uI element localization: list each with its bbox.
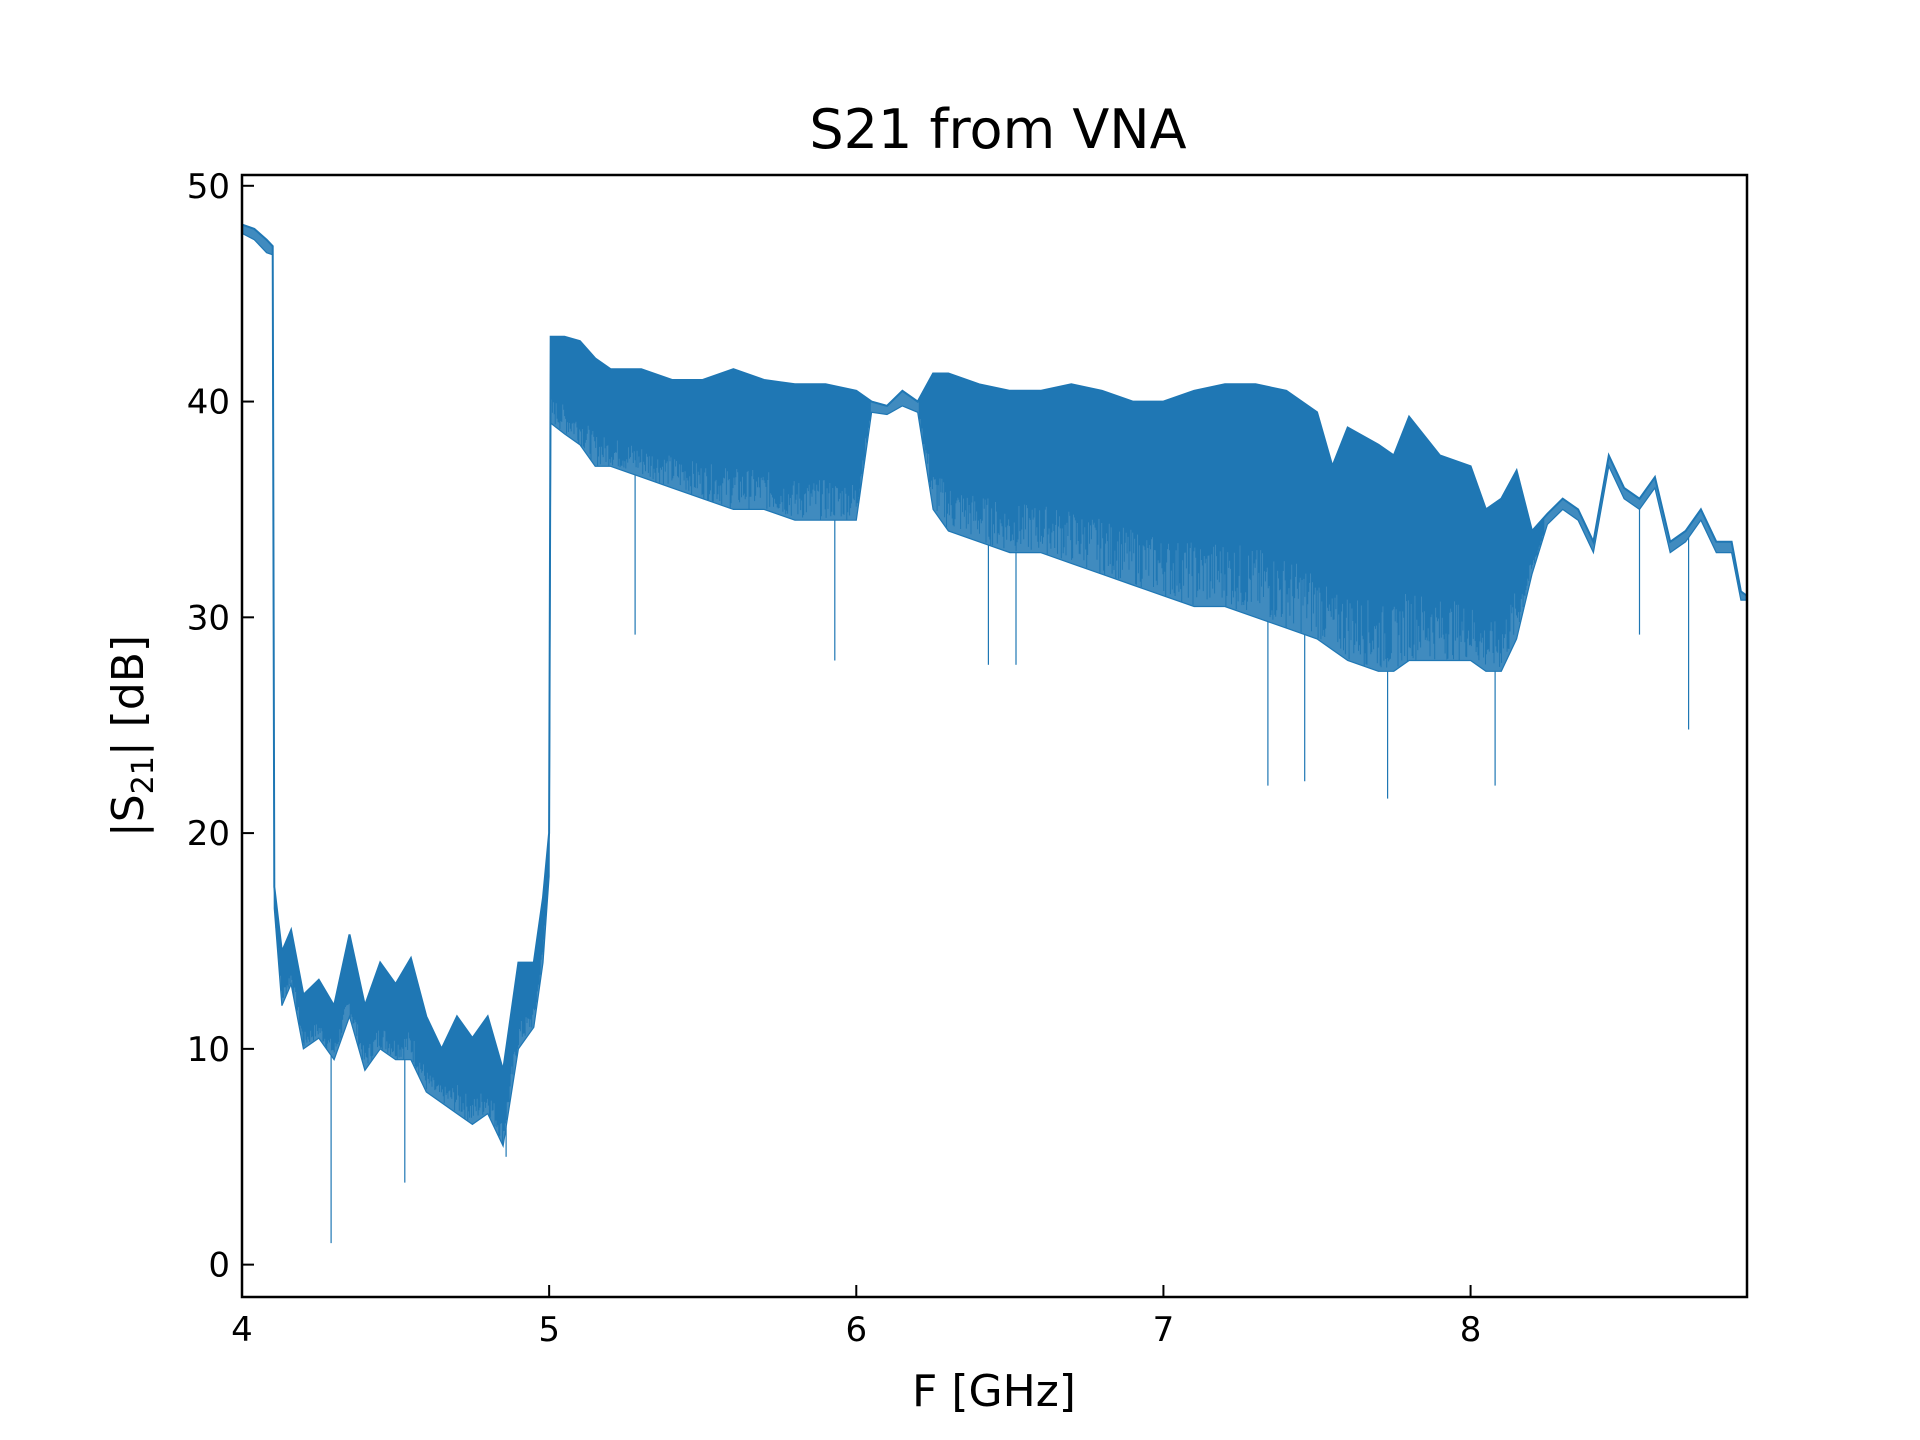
y-axis-label-main: |S xyxy=(103,794,154,837)
y-axis-ticks: 0 10 20 30 40 50 xyxy=(187,167,254,1286)
y-tick-label-4: 40 xyxy=(187,383,230,423)
x-axis-ticks: 4 5 6 7 8 xyxy=(231,1285,1481,1350)
y-tick-label-1: 10 xyxy=(187,1030,230,1070)
y-axis-label-subscript: 21 xyxy=(126,756,161,794)
chart-title: S21 from VNA xyxy=(809,98,1186,161)
x-tick-label-3: 7 xyxy=(1153,1310,1175,1350)
x-axis-label: F [GHz] xyxy=(912,1366,1076,1417)
plot-area xyxy=(242,223,1747,1244)
x-tick-label-1: 5 xyxy=(538,1310,560,1350)
x-tick-label-0: 4 xyxy=(231,1310,253,1350)
y-tick-label-2: 20 xyxy=(187,814,230,854)
y-tick-label-3: 30 xyxy=(187,598,230,638)
y-tick-label-5: 50 xyxy=(187,167,230,207)
x-tick-label-2: 6 xyxy=(845,1310,867,1350)
s21-trace-oscillation xyxy=(273,336,1545,1145)
x-tick-label-4: 8 xyxy=(1460,1310,1482,1350)
s21-trace-upper xyxy=(242,223,1747,1071)
y-axis-label-rest: | [dB] xyxy=(103,635,154,756)
axes-frame xyxy=(240,173,1749,1299)
y-tick-label-0: 0 xyxy=(208,1246,230,1286)
s21-dips xyxy=(330,474,1690,1244)
s21-trace-lower xyxy=(242,232,1747,1149)
y-axis-label: |S21| [dB] xyxy=(103,635,161,837)
